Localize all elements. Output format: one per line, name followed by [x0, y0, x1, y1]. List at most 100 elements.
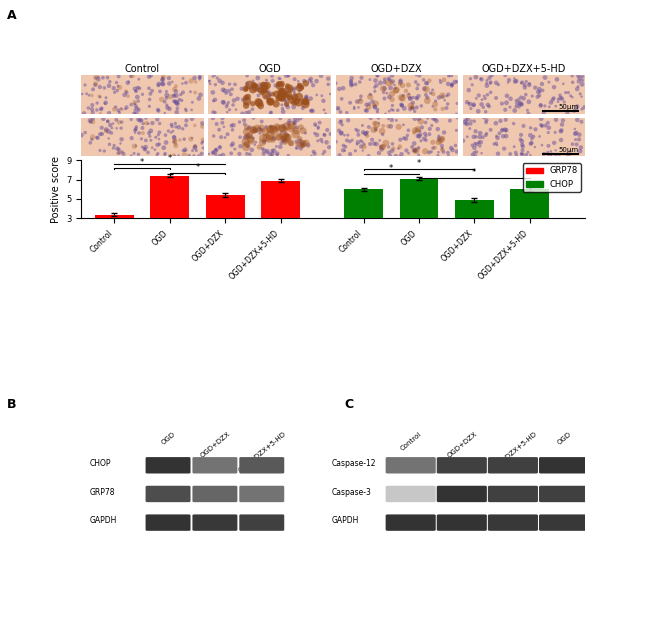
Point — [357, 136, 367, 146]
Point — [372, 70, 383, 80]
Point — [95, 129, 105, 139]
Point — [410, 145, 421, 155]
Point — [413, 115, 423, 125]
Point — [477, 95, 488, 105]
Point — [471, 126, 481, 136]
Point — [277, 91, 287, 101]
Point — [170, 135, 180, 145]
Point — [387, 78, 397, 88]
Point — [292, 123, 302, 133]
Point — [242, 78, 252, 88]
Point — [463, 115, 473, 125]
Point — [248, 99, 258, 109]
Point — [242, 132, 252, 142]
Point — [509, 73, 519, 83]
Point — [419, 84, 430, 94]
Point — [543, 123, 554, 133]
Point — [242, 131, 253, 141]
Point — [130, 128, 140, 138]
Point — [421, 118, 431, 128]
Point — [227, 125, 238, 135]
Point — [439, 95, 450, 105]
Point — [242, 83, 252, 93]
Point — [212, 73, 222, 83]
Point — [138, 119, 148, 129]
Point — [410, 113, 420, 123]
Point — [577, 75, 588, 85]
Point — [462, 119, 472, 129]
Point — [459, 117, 469, 127]
Point — [476, 100, 487, 110]
Point — [534, 84, 545, 94]
Point — [170, 139, 181, 149]
Point — [506, 94, 516, 104]
Point — [300, 98, 310, 108]
Point — [218, 150, 228, 160]
Point — [452, 76, 462, 86]
Point — [569, 124, 580, 134]
Point — [300, 99, 311, 109]
Point — [90, 80, 101, 90]
Point — [349, 104, 359, 114]
Point — [338, 140, 348, 150]
Point — [413, 125, 423, 135]
Point — [409, 138, 419, 148]
Point — [129, 98, 140, 108]
Point — [266, 122, 276, 132]
Point — [475, 137, 486, 147]
Point — [118, 149, 129, 159]
Point — [265, 124, 275, 134]
Point — [135, 115, 146, 125]
Point — [294, 81, 305, 91]
FancyBboxPatch shape — [192, 515, 237, 531]
Point — [371, 139, 382, 149]
Text: C: C — [344, 398, 354, 411]
Point — [519, 80, 530, 90]
Point — [144, 72, 154, 82]
Point — [146, 70, 156, 80]
Point — [434, 131, 444, 141]
Point — [290, 92, 300, 102]
Point — [346, 76, 357, 86]
Title: OGD: OGD — [258, 64, 281, 74]
Point — [234, 149, 244, 159]
Point — [317, 137, 328, 147]
Point — [471, 132, 481, 142]
Point — [474, 138, 484, 148]
Point — [283, 71, 293, 81]
Point — [272, 122, 282, 132]
Point — [498, 131, 508, 141]
Point — [296, 122, 306, 132]
Point — [159, 143, 169, 153]
Point — [426, 146, 437, 156]
Point — [187, 133, 197, 143]
Point — [222, 107, 233, 117]
Point — [233, 94, 243, 104]
Point — [222, 100, 233, 110]
Point — [384, 142, 394, 152]
Point — [112, 143, 122, 153]
Point — [256, 80, 266, 90]
Point — [413, 143, 424, 153]
Point — [573, 76, 584, 86]
Point — [395, 135, 406, 145]
Point — [161, 93, 172, 103]
Text: OGD+DZX+5-HD: OGD+DZX+5-HD — [489, 431, 538, 474]
Point — [438, 147, 448, 157]
Point — [294, 135, 305, 145]
Text: *: * — [417, 160, 421, 168]
Point — [450, 140, 461, 150]
Point — [117, 105, 127, 115]
Point — [374, 118, 384, 128]
Point — [522, 105, 532, 115]
FancyBboxPatch shape — [539, 515, 589, 531]
Point — [214, 151, 225, 161]
Point — [465, 123, 475, 133]
Point — [333, 104, 344, 114]
Point — [134, 83, 144, 93]
Point — [544, 102, 554, 112]
Point — [486, 78, 496, 88]
Bar — [95, 215, 134, 247]
Point — [363, 151, 374, 161]
Point — [127, 133, 137, 143]
